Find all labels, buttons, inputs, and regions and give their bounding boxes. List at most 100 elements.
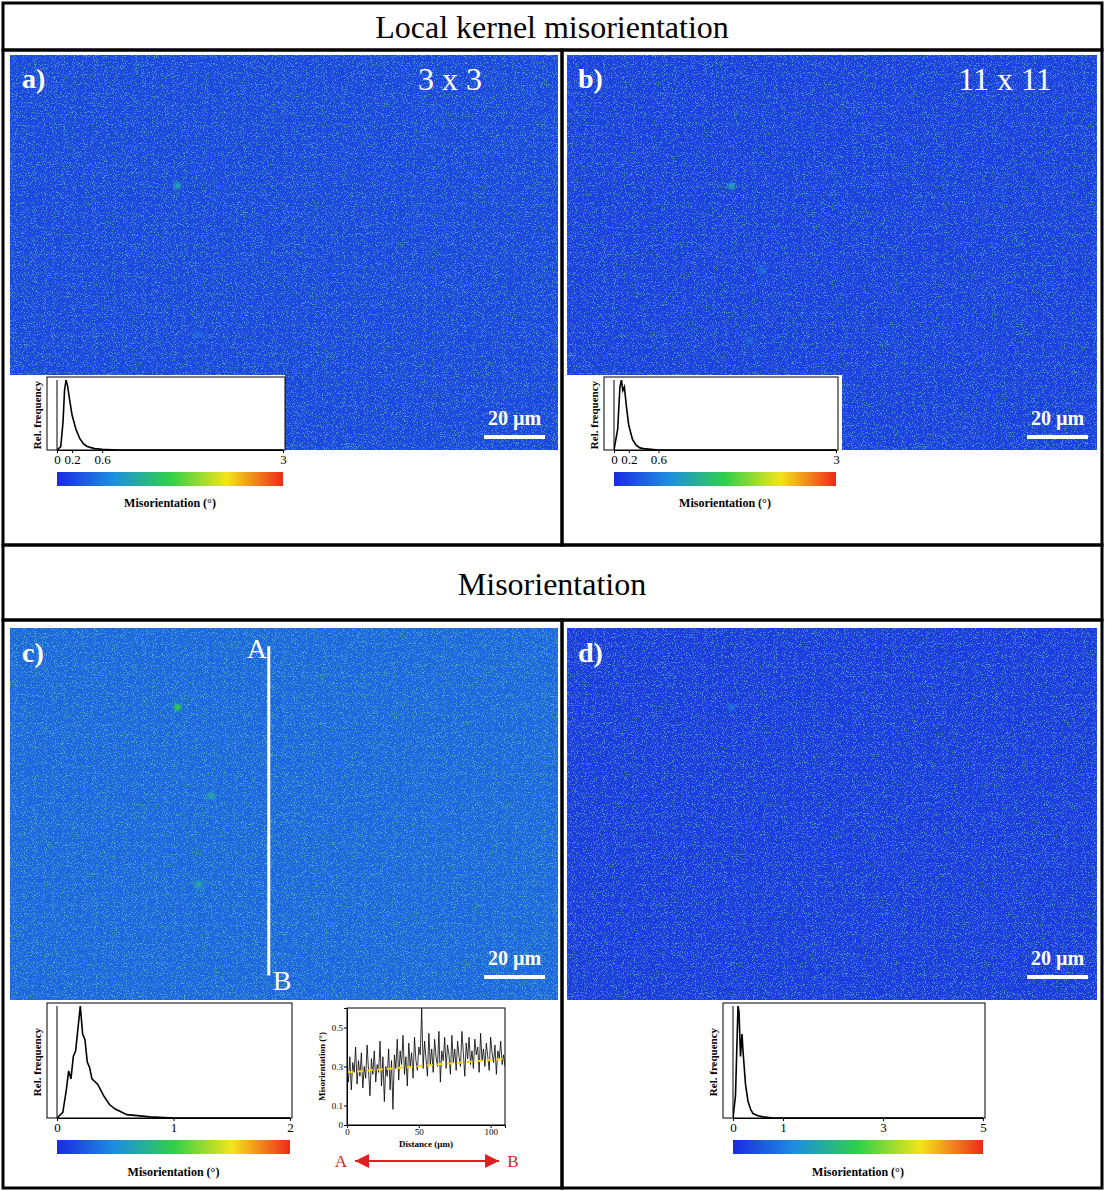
tick: 0.1 (332, 1101, 347, 1111)
axis-title: Distance (µm) (399, 1139, 453, 1149)
axis-line (733, 1006, 734, 1118)
axis-title: Rel. frequency (31, 1027, 43, 1096)
panel-frame (562, 620, 1102, 1188)
axis-line (57, 380, 58, 450)
trend-line (347, 1059, 505, 1073)
tick-label: 1 (780, 1120, 787, 1135)
tick: 0.3 (332, 1062, 347, 1072)
tick-label: 2 (287, 1120, 294, 1135)
tick-label: 0.6 (95, 452, 112, 467)
panel-frame (3, 3, 1102, 50)
panel-title: 3 x 3 (418, 61, 482, 97)
plot-area (614, 380, 836, 450)
plot-frame (604, 377, 838, 450)
map-spot (195, 881, 202, 888)
color-bar (614, 472, 836, 486)
color-bar (57, 1140, 290, 1154)
map-texture (567, 55, 1097, 450)
tick: 2 (287, 1118, 294, 1135)
profile-line (267, 646, 270, 975)
map-spot (174, 704, 181, 711)
map-spot (758, 267, 765, 274)
tick: 5 (980, 1118, 987, 1135)
tick: 0.2 (64, 450, 80, 467)
axis-title: Misorientation (°) (317, 1032, 327, 1101)
axis-line (58, 451, 284, 454)
tick: 3 (833, 450, 840, 467)
panel-label: a) (22, 63, 45, 94)
x-axis: 00.20.63 (54, 450, 287, 467)
line-label: B (273, 965, 292, 996)
axis-title: Misorientation (°) (812, 1165, 904, 1179)
map-background (10, 55, 558, 450)
inset-background (565, 375, 842, 543)
map-background (10, 628, 558, 1000)
tick-label: 0.2 (621, 452, 637, 467)
tick: 0.5 (332, 1023, 347, 1033)
plot-area (57, 380, 283, 450)
plot-area (347, 1008, 505, 1109)
axis-line (348, 1126, 506, 1129)
color-bar (57, 472, 283, 486)
section-title: Local kernel misorientation (375, 9, 729, 45)
map-background (567, 55, 1097, 450)
plot-frame (347, 1008, 505, 1125)
panel-frame (3, 50, 562, 545)
map-background (567, 628, 1097, 1000)
tick: 0 (345, 1125, 350, 1137)
plot-area (57, 1006, 290, 1118)
tick-mark (344, 1106, 347, 1107)
map-spot (746, 337, 753, 344)
figure: Local kernel misorientation Misorientatio… (0, 0, 1105, 1191)
plot-frame (723, 1003, 985, 1118)
tick: 0.6 (651, 450, 668, 467)
tick-label: 0.5 (332, 1023, 344, 1033)
tick: 3 (280, 450, 287, 467)
tick-label: 0.3 (332, 1062, 344, 1072)
tick-label: 0 (54, 1120, 61, 1135)
tick: 50 (415, 1125, 425, 1137)
panel-title: 11 x 11 (958, 61, 1052, 97)
tick-label: 5 (980, 1120, 987, 1135)
map (10, 628, 558, 1000)
plot-frame (47, 377, 285, 450)
tick-label: 3 (833, 452, 840, 467)
axis-line (57, 1006, 58, 1118)
axis-line (734, 1119, 984, 1122)
map (567, 628, 1097, 1000)
panel-label: b) (578, 63, 603, 94)
plot-area (733, 1006, 983, 1118)
map-texture (10, 55, 558, 450)
map-spot (728, 182, 735, 189)
axis-title: Misorientation (°) (128, 1165, 220, 1179)
map-texture (567, 628, 1097, 1000)
panel-label: c) (22, 637, 44, 668)
scale-bar-label: 20 µm (1031, 407, 1085, 430)
map (567, 55, 1097, 450)
tick-mark (344, 1067, 347, 1068)
tick-label: 0 (339, 1120, 344, 1130)
scale-bar-label: 20 µm (488, 407, 542, 430)
map-spot (746, 881, 753, 888)
axis-line (344, 1009, 348, 1126)
panel-frame (3, 620, 562, 1188)
tick-label: 0.1 (332, 1101, 343, 1111)
tick: 0.2 (621, 450, 637, 467)
x-axis: 012 (54, 1118, 294, 1135)
scale-bar (484, 435, 545, 439)
map-texture (10, 628, 558, 1000)
scale-bar-label: 20 µm (488, 947, 542, 970)
tick-label: 0.2 (64, 452, 80, 467)
tick-label: 0.6 (651, 452, 668, 467)
tick: 100 (484, 1125, 498, 1137)
tick: 0 (54, 1118, 61, 1135)
color-bar (733, 1140, 983, 1154)
scale-bar (1027, 975, 1088, 979)
axis-title: Rel. frequency (588, 380, 600, 449)
axis-line (615, 451, 837, 454)
tick: 3 (880, 1118, 887, 1135)
axis-line (614, 380, 615, 450)
map-spot (174, 182, 181, 189)
histogram-curve (57, 1006, 290, 1118)
map-spot (758, 795, 765, 802)
